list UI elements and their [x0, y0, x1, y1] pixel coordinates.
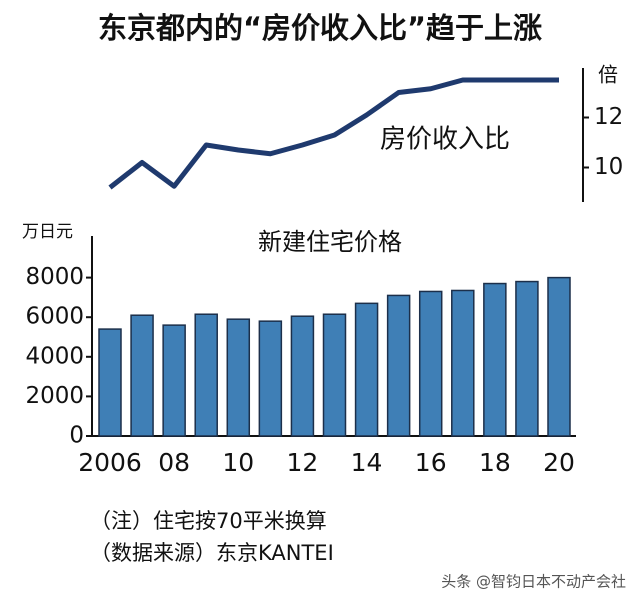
x-tick-label: 18	[479, 448, 511, 477]
bar	[226, 318, 251, 437]
bar-title: 新建住宅价格	[258, 228, 402, 256]
bar	[386, 294, 411, 437]
y-tick-label: 2000	[25, 383, 84, 409]
note: （注）住宅按70平米换算	[90, 509, 327, 533]
y-tick-label: 6000	[25, 304, 84, 330]
y2-unit: 倍	[598, 63, 618, 87]
chart-title: 东京都内的“房价收入比”趋于上涨	[98, 11, 542, 45]
bar	[322, 313, 347, 437]
bar	[194, 313, 218, 437]
y-tick-label: 8000	[25, 264, 84, 290]
x-tick-label: 16	[415, 448, 447, 477]
y-tick-label: 4000	[25, 343, 84, 369]
bar	[290, 315, 315, 437]
bar	[354, 302, 379, 437]
note: （数据来源）东京KANTEI	[90, 541, 334, 565]
bar	[483, 282, 507, 437]
bar	[515, 280, 539, 437]
bar	[162, 324, 186, 437]
bar	[418, 290, 443, 437]
y2-tick-label: 12	[594, 104, 623, 130]
bar	[547, 276, 571, 437]
y2-tick-label: 10	[594, 154, 623, 180]
x-tick-label: 12	[287, 448, 319, 477]
bar	[258, 320, 283, 437]
line	[108, 77, 559, 190]
x-tick-label: 08	[158, 448, 190, 477]
bar	[130, 314, 154, 437]
bar	[451, 289, 475, 437]
x-tick-label: 20	[543, 448, 575, 477]
y-unit: 万日元	[22, 222, 73, 242]
x-tick-label: 14	[351, 448, 383, 477]
y-tick-label: 0	[69, 423, 84, 449]
watermark: 头条 @智钧日本不动产会社	[441, 573, 626, 591]
x-tick-label: 10	[222, 448, 254, 477]
line-label: 房价收入比	[380, 125, 510, 155]
bar	[98, 328, 122, 437]
x-tick-label: 2006	[78, 448, 142, 477]
